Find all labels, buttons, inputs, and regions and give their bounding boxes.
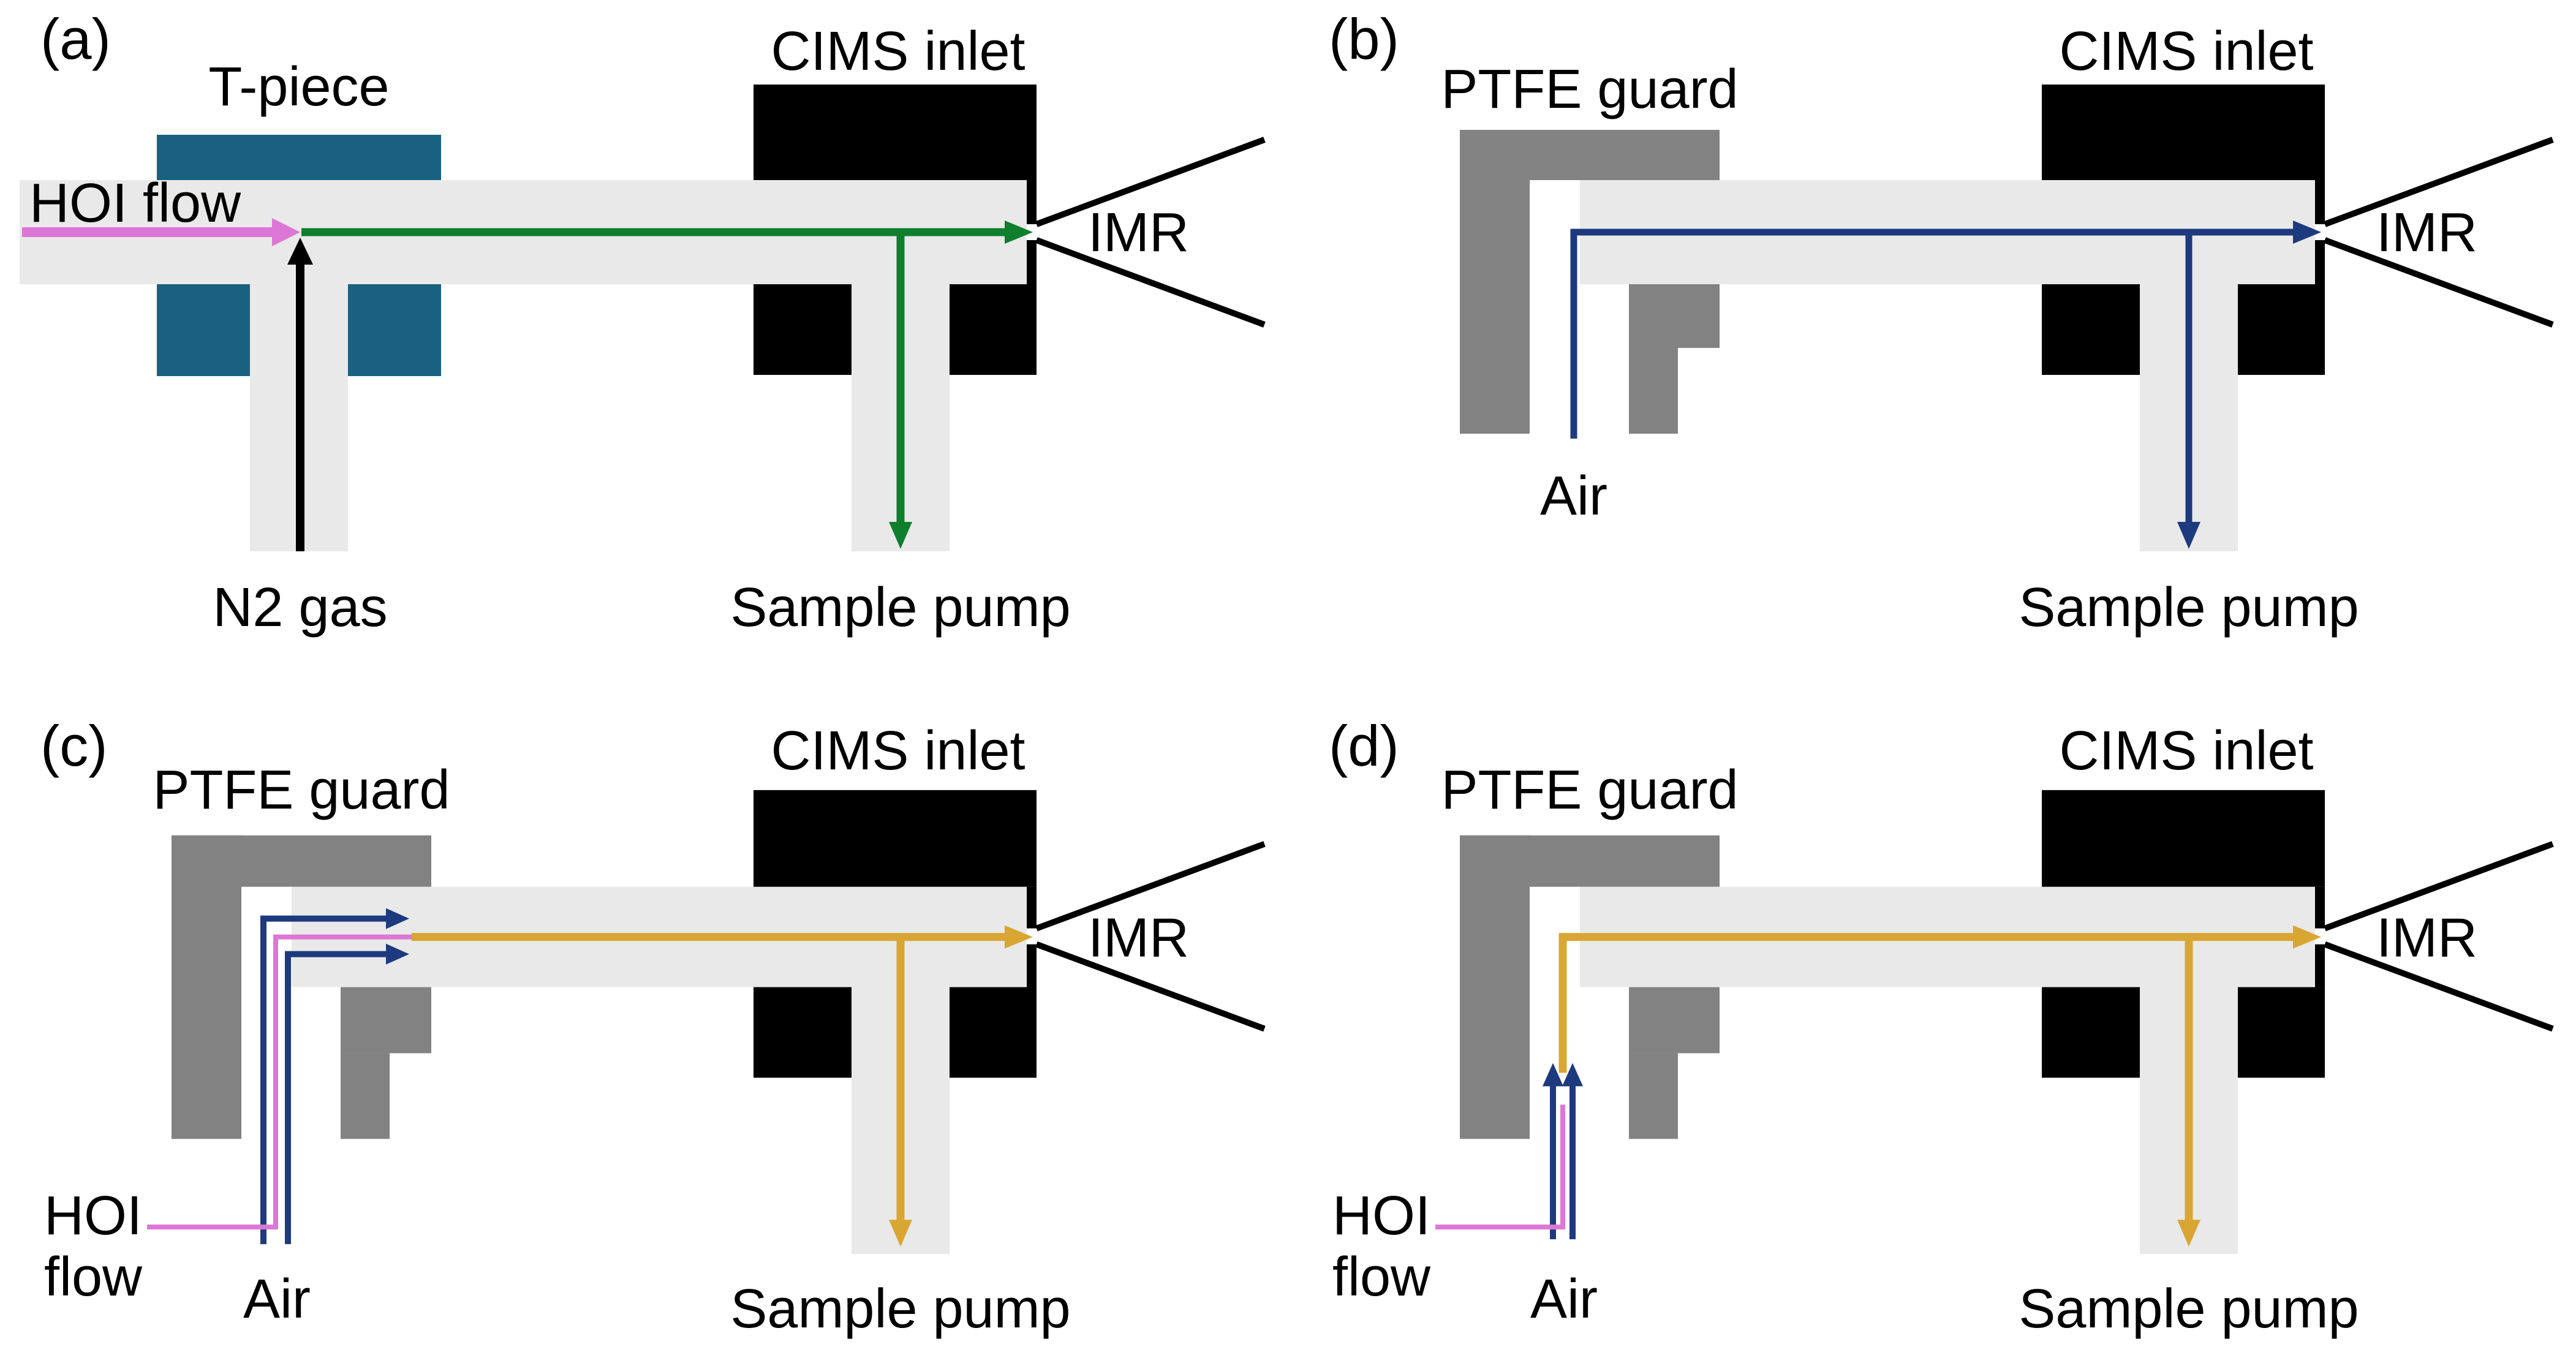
pinhole-wall-upper xyxy=(1027,886,1037,929)
mixed-flow-arrowhead xyxy=(2293,925,2321,949)
air-flow-arrowhead xyxy=(2293,221,2321,244)
cims-inlet-label: CIMS inlet xyxy=(2059,720,2313,782)
air-flow-arrowhead-right xyxy=(1562,1063,1583,1087)
cims-inlet-block-bottom-left xyxy=(754,987,852,1078)
cims-inlet-block-bottom-right xyxy=(2238,284,2325,375)
pinhole-wall-lower xyxy=(1027,240,1037,284)
t-piece-block-top xyxy=(157,135,441,180)
hoi-flow-label: HOI flow xyxy=(29,173,241,234)
cims-inlet-block-bottom-left xyxy=(2042,987,2140,1078)
cims-inlet-block-top xyxy=(754,85,1037,180)
ptfe-guard-step-upper xyxy=(1629,284,1720,348)
hoi-label-line1: HOI xyxy=(44,1185,142,1247)
imr-cone-upper-line xyxy=(1035,137,1266,227)
air-flow-arrowhead-upper xyxy=(386,908,409,929)
ptfe-guard-step-upper xyxy=(1629,987,1720,1054)
cims-inlet-block-top xyxy=(2042,790,2325,887)
ptfe-guard-label: PTFE guard xyxy=(1441,760,1738,821)
air-flow-arrowhead-left xyxy=(1543,1063,1563,1087)
pump-flow-arrowhead xyxy=(2177,522,2200,549)
hoi-flow-arrowhead xyxy=(272,218,300,246)
ptfe-guard-top-bar xyxy=(1460,835,1720,887)
ptfe-guard-label: PTFE guard xyxy=(153,760,450,821)
ptfe-guard-step-upper xyxy=(341,987,431,1054)
cims-inlet-block-bottom-left xyxy=(754,284,852,375)
cims-inlet-block-bottom-right xyxy=(2238,987,2325,1078)
imr-label: IMR xyxy=(2376,908,2477,969)
cims-inlet-label: CIMS inlet xyxy=(771,21,1025,82)
pinhole-wall-lower xyxy=(1027,944,1037,987)
imr-cone-lower-line xyxy=(1035,941,1266,1032)
pinhole-wall-upper xyxy=(1027,180,1037,224)
sample-pump-label: Sample pump xyxy=(2019,577,2359,638)
pump-flow-arrowhead xyxy=(889,522,912,549)
pump-flow-arrowhead xyxy=(889,1220,912,1247)
hoi-label-line2: flow xyxy=(1332,1247,1431,1308)
pinhole-wall-lower xyxy=(2315,240,2325,284)
panel-c: (c) PTFE guard HOI flow Air CIMS inlet I… xyxy=(0,674,1288,1347)
imr-cone-upper-line xyxy=(2324,841,2554,932)
n2-gas-label: N2 gas xyxy=(213,577,387,638)
air-flow-line-upper xyxy=(260,915,388,1245)
t-piece-label: T-piece xyxy=(208,56,389,118)
pinhole-wall-lower xyxy=(2315,944,2325,987)
sample-pump-label: Sample pump xyxy=(2019,1278,2359,1340)
cims-inlet-block-top xyxy=(2042,85,2325,180)
panel-a: (a) T-piece HOI flow CIMS inlet IMR N2 g… xyxy=(0,0,1288,674)
cims-inlet-block-bottom-right xyxy=(950,987,1037,1078)
n2-gas-arrowhead xyxy=(287,238,313,265)
sample-pump-label: Sample pump xyxy=(730,1278,1070,1340)
imr-cone-upper-line xyxy=(2324,137,2554,227)
t-piece-block-bottom-left xyxy=(157,284,250,376)
pinhole-wall-upper xyxy=(2315,180,2325,224)
panel-d: (d) PTFE guard HOI flow Air CIMS inlet I… xyxy=(1288,674,2576,1347)
mixed-flow-line xyxy=(1558,933,2295,1073)
imr-cone-lower-line xyxy=(2324,237,2554,328)
air-flow-arrowhead-lower xyxy=(386,943,409,965)
sample-pump-label: Sample pump xyxy=(730,577,1070,638)
hoi-flow-line xyxy=(1435,1104,1565,1230)
ptfe-guard-top-bar xyxy=(172,835,431,887)
imr-cone-lower-line xyxy=(1035,237,1266,328)
hoi-flow-line xyxy=(147,934,412,1230)
cims-inlet-block-top xyxy=(754,790,1037,887)
imr-label: IMR xyxy=(1088,908,1189,969)
panel-letter: (c) xyxy=(40,714,108,778)
ptfe-guard-step-lower xyxy=(1629,1053,1678,1139)
ptfe-guard-top-bar xyxy=(1460,130,1720,180)
imr-cone-upper-line xyxy=(1035,841,1266,932)
air-label: Air xyxy=(1530,1269,1598,1330)
panel-letter: (d) xyxy=(1329,714,1399,778)
pump-flow-arrowhead xyxy=(2177,1220,2200,1247)
panel-letter: (b) xyxy=(1329,7,1399,71)
sample-flow-arrowhead xyxy=(1005,221,1033,244)
imr-cone-lower-line xyxy=(2324,941,2554,1032)
t-piece-block-bottom-right xyxy=(348,284,441,376)
ptfe-guard-left-bar xyxy=(1460,130,1530,434)
hoi-label-line1: HOI xyxy=(1332,1185,1430,1247)
mixed-flow-arrowhead xyxy=(1005,925,1033,949)
cims-inlet-block-bottom-left xyxy=(2042,284,2140,375)
ptfe-guard-step-lower xyxy=(341,1053,390,1139)
air-flow-line-lower xyxy=(285,951,388,1245)
imr-label: IMR xyxy=(2376,202,2477,263)
hoi-label-line2: flow xyxy=(44,1247,143,1308)
panel-b: (b) PTFE guard Air CIMS inlet IMR Sample… xyxy=(1288,0,2576,674)
imr-label: IMR xyxy=(1088,202,1189,263)
panel-letter: (a) xyxy=(40,7,111,71)
pinhole-wall-upper xyxy=(2315,886,2325,929)
ptfe-guard-label: PTFE guard xyxy=(1441,59,1738,120)
ptfe-guard-step-lower xyxy=(1629,348,1678,434)
cims-inlet-label: CIMS inlet xyxy=(771,720,1025,782)
cims-inlet-block-bottom-right xyxy=(950,284,1037,375)
cims-inlet-label: CIMS inlet xyxy=(2059,21,2313,82)
air-label: Air xyxy=(1540,466,1607,527)
air-label: Air xyxy=(243,1269,311,1330)
air-flow-line xyxy=(1570,228,2294,439)
